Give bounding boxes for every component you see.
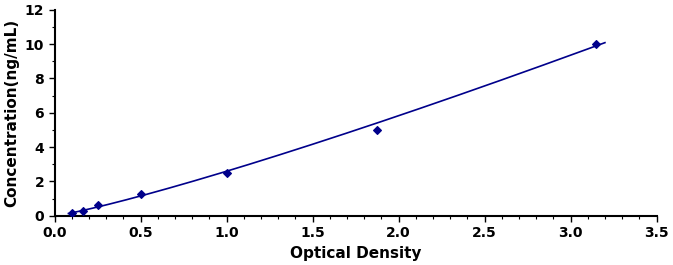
Y-axis label: Concentration(ng/mL): Concentration(ng/mL) [4, 19, 19, 207]
X-axis label: Optical Density: Optical Density [290, 246, 421, 261]
